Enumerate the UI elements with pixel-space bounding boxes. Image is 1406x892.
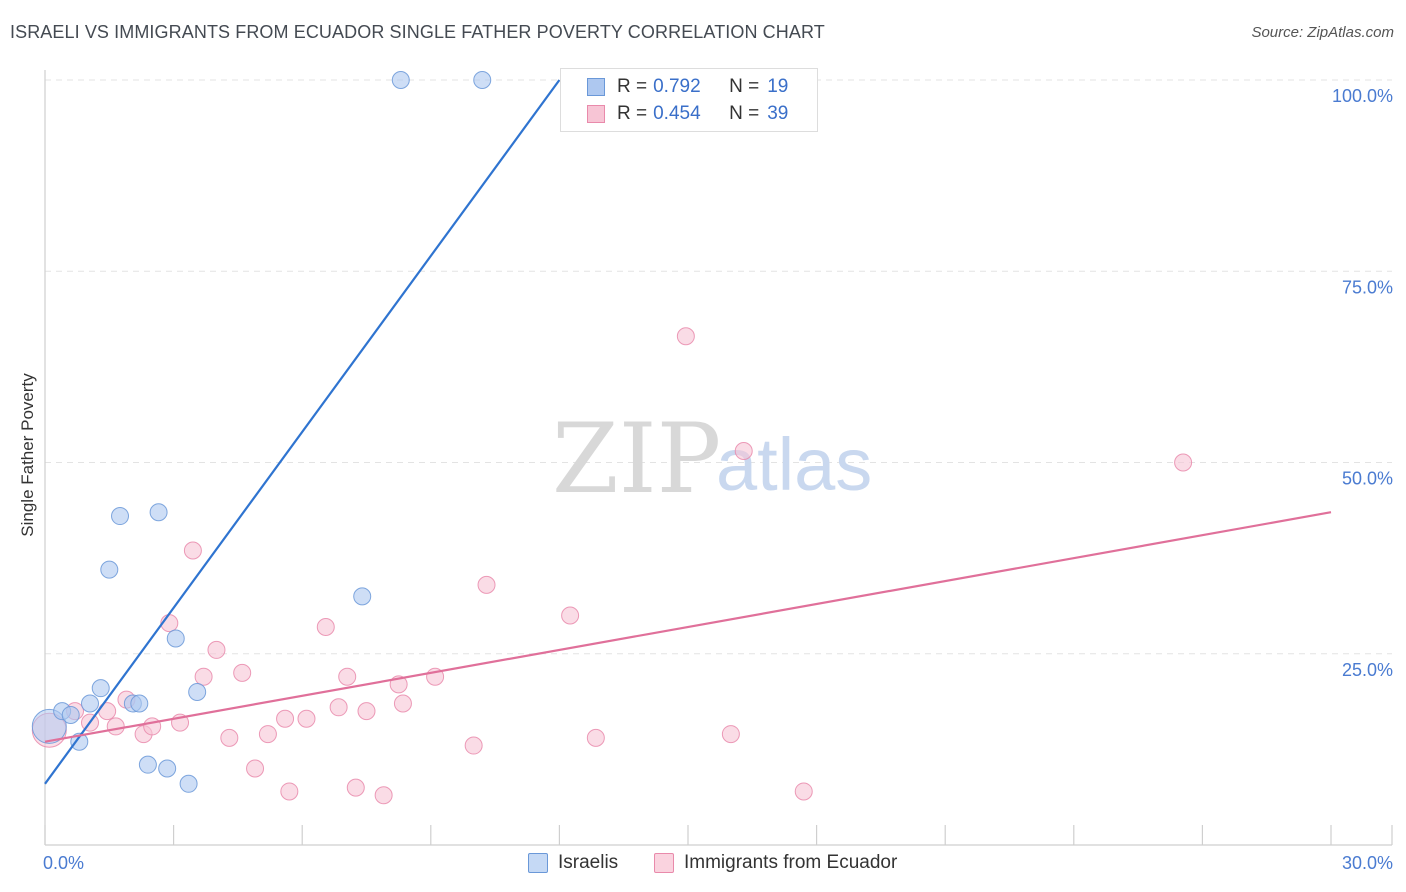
y-tick-label: 25.0%: [1342, 660, 1393, 680]
source-label: Source: ZipAtlas.com: [1251, 24, 1394, 41]
watermark-zip: ZIP: [552, 403, 721, 515]
ecuador-point: [194, 667, 213, 686]
ecuador-point: [297, 709, 316, 728]
ecuador-point: [721, 725, 740, 744]
legend-row-israelis: R = 0.792 N = 19: [587, 74, 788, 100]
legend-label: Israelis: [558, 852, 619, 873]
ecuador-point: [220, 728, 239, 747]
ecuador-point: [374, 786, 393, 805]
israelis-point: [91, 679, 110, 698]
r-label: R =: [617, 103, 648, 124]
ecuador-point: [106, 717, 125, 736]
israelis-trend-line: [44, 79, 561, 785]
y-tick-label: 75.0%: [1342, 277, 1393, 297]
ecuador-point: [258, 725, 277, 744]
ecuador-point: [586, 728, 605, 747]
ecuador-point: [464, 736, 483, 755]
trend-lines: [44, 79, 1332, 785]
israelis-point: [81, 694, 100, 713]
r-label: R =: [617, 76, 648, 97]
israelis-point: [179, 774, 198, 793]
israelis-point: [473, 71, 492, 89]
ecuador-point: [561, 606, 580, 625]
ecuador-point: [357, 702, 376, 721]
r-value: 0.792: [653, 76, 701, 97]
watermark-atlas: atlas: [716, 423, 872, 506]
y-tick-label: 50.0%: [1342, 469, 1393, 489]
israelis-point: [100, 560, 119, 579]
ecuador-trend-line: [44, 511, 1332, 743]
r-value: 0.454: [653, 103, 701, 124]
watermark: ZIP atlas: [552, 403, 872, 515]
legend-row-ecuador: R = 0.454 N = 39: [587, 101, 788, 127]
israelis-swatch: [587, 78, 605, 96]
ecuador-point: [207, 640, 226, 659]
y-tick-label: 100.0%: [1332, 86, 1393, 106]
series-legend: Israelis Immigrants from Ecuador: [0, 852, 1406, 878]
israelis-point: [188, 683, 207, 701]
israelis-point: [149, 503, 168, 522]
ecuador-point: [233, 663, 252, 682]
ecuador-point: [346, 778, 365, 797]
ecuador-point: [280, 782, 299, 801]
n-label: N =: [729, 103, 760, 124]
ecuador-point: [246, 759, 265, 778]
n-value: 19: [767, 76, 789, 97]
legend-item-israelis[interactable]: Israelis: [528, 852, 618, 874]
ecuador-point: [316, 617, 335, 636]
ecuador-point: [338, 667, 357, 686]
israelis-points: [31, 71, 492, 793]
ecuador-point: [1174, 453, 1193, 472]
israelis-point: [61, 705, 80, 724]
ecuador-point: [276, 709, 295, 728]
israelis-point: [158, 759, 177, 778]
n-label: N =: [729, 76, 760, 97]
n-value: 39: [767, 103, 789, 124]
x-tick-label: 30.0%: [1342, 853, 1393, 873]
chart-title: ISRAELI VS IMMIGRANTS FROM ECUADOR SINGL…: [10, 22, 825, 42]
ecuador-point: [794, 782, 813, 801]
ecuador-point: [477, 575, 496, 594]
ecuador-points: [31, 327, 1193, 805]
correlation-legend: R = 0.792 N = 19 R = 0.454 N = 39: [560, 68, 818, 132]
legend-item-ecuador[interactable]: Immigrants from Ecuador: [654, 852, 897, 874]
x-tick-label: 0.0%: [43, 853, 84, 873]
legend-label: Immigrants from Ecuador: [684, 852, 898, 873]
ecuador-point: [676, 327, 695, 346]
axes: [44, 70, 1393, 846]
ecuador-point: [183, 541, 202, 560]
grid-lines: [45, 79, 1392, 655]
israelis-point: [130, 694, 149, 713]
israelis-point: [138, 755, 157, 774]
ecuador-point: [393, 694, 412, 713]
ecuador-point: [734, 442, 753, 461]
israelis-legend-swatch: [528, 853, 548, 873]
israelis-point: [111, 507, 130, 526]
israelis-point: [391, 71, 410, 89]
ecuador-point: [329, 698, 348, 717]
israelis-point: [166, 629, 185, 648]
ecuador-legend-swatch: [654, 853, 674, 873]
tick-labels: 25.0% 50.0% 75.0% 100.0% 0.0% 30.0%: [43, 86, 1393, 873]
ecuador-swatch: [587, 105, 605, 123]
israelis-point: [353, 587, 372, 606]
